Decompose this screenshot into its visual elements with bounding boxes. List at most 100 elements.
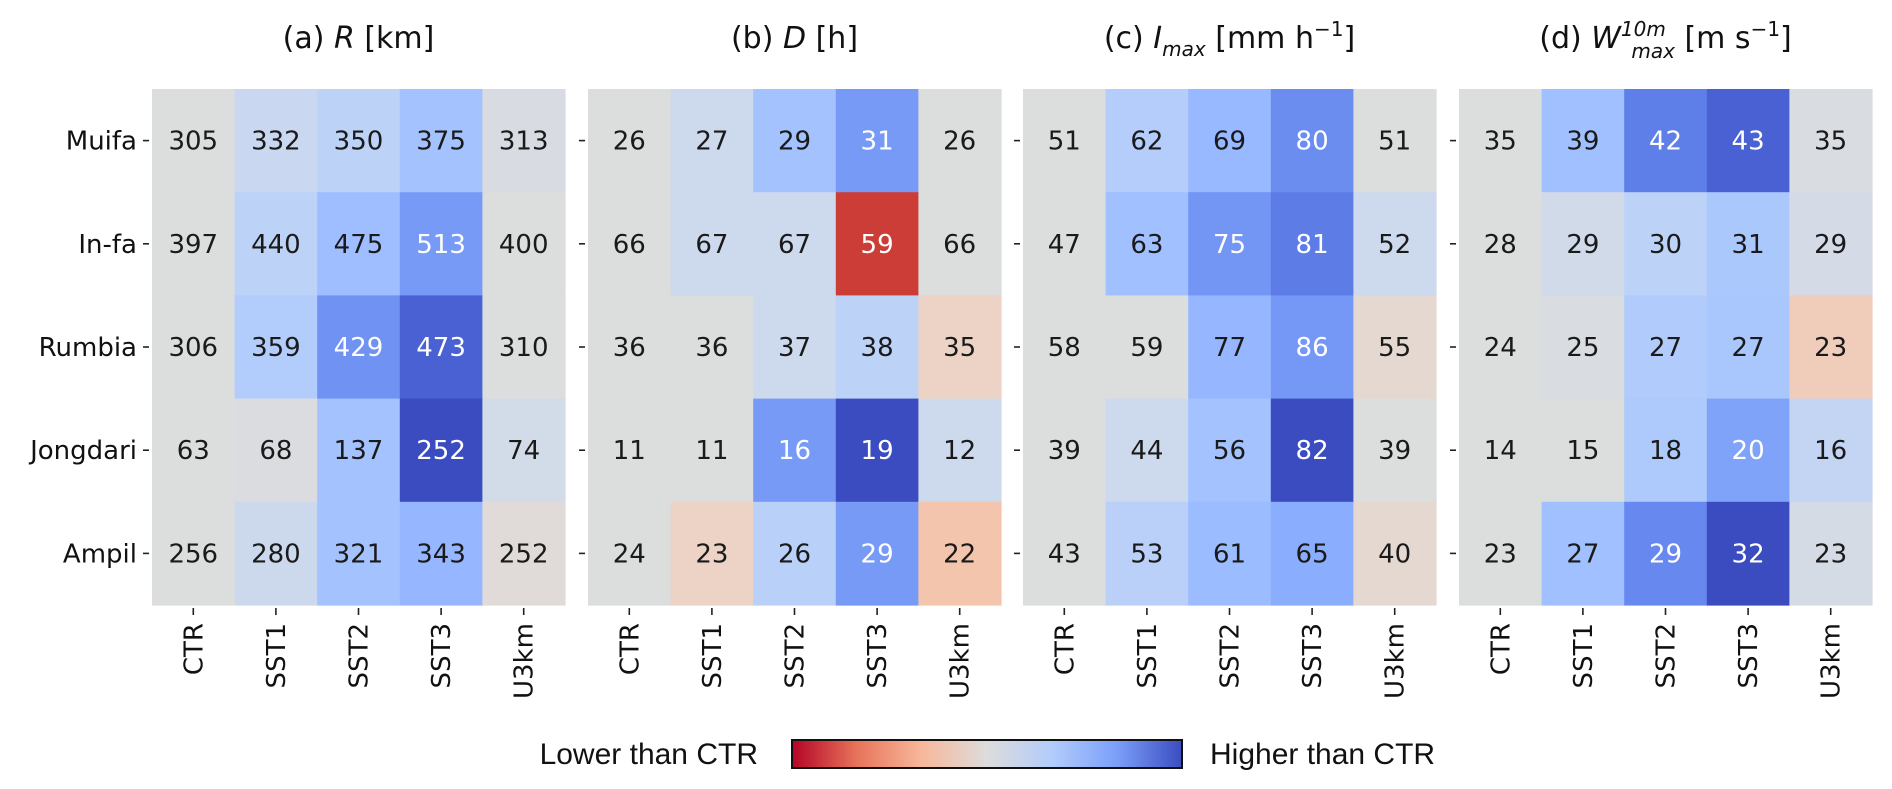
cell-value-label: 321 [334, 539, 384, 569]
column-label: U3km [510, 623, 540, 699]
panel-title-a: (a) R [km] [283, 21, 435, 56]
heatmap-cell [918, 501, 1002, 606]
cell-value-label: 400 [499, 230, 549, 260]
heatmap-cell [1541, 192, 1625, 296]
heatmap-cell [1353, 501, 1437, 606]
heatmap-cell [1459, 89, 1543, 193]
cell-value-label: 82 [1296, 436, 1329, 466]
cell-value-label: 28 [1484, 230, 1517, 260]
cell-value-label: 37 [778, 333, 811, 363]
heatmap-cell [1459, 192, 1543, 296]
cell-value-label: 58 [1048, 333, 1081, 363]
cell-value-label: 313 [499, 127, 549, 157]
colorbar-gradient [791, 739, 1183, 769]
heatmap-cell [1353, 295, 1437, 400]
cell-value-label: 256 [168, 539, 218, 569]
heatmap-cell [234, 295, 318, 400]
heatmap-cell [482, 295, 566, 400]
heatmap-cell [399, 398, 483, 503]
heatmap-cell [152, 295, 236, 400]
heatmap-cell [1541, 398, 1625, 503]
column-label: CTR [1050, 623, 1080, 675]
heatmap-cell [234, 89, 318, 193]
heatmap-cell [1188, 398, 1272, 503]
heatmap-cell [835, 398, 919, 503]
heatmap-cell [918, 295, 1002, 400]
heatmap-cell [670, 501, 754, 606]
cell-value-label: 35 [943, 333, 976, 363]
cell-value-label: 81 [1296, 230, 1329, 260]
column-label: SST2 [345, 623, 375, 688]
cell-value-label: 27 [1732, 333, 1765, 363]
row-label: Muifa [66, 127, 137, 157]
heatmap-cell [1188, 89, 1272, 193]
cell-value-label: 69 [1213, 127, 1246, 157]
heatmap-cell [1706, 89, 1790, 193]
heatmap-cell [1541, 501, 1625, 606]
cell-value-label: 44 [1130, 436, 1163, 466]
heatmap-cell [1459, 295, 1543, 400]
column-label: CTR [179, 623, 209, 675]
heatmap-cell [1789, 295, 1873, 400]
cell-value-label: 26 [943, 127, 976, 157]
cell-value-label: 61 [1213, 539, 1246, 569]
cell-value-label: 30 [1649, 230, 1682, 260]
heatmap-cell [1023, 501, 1107, 606]
heatmap-cell [1624, 501, 1708, 606]
cell-value-label: 16 [1814, 436, 1847, 466]
panel-a: (a) R [km] 305 332 350 375 313 397 440 475 513 400… [28, 21, 566, 699]
heatmap-cell [399, 501, 483, 606]
cell-value-label: 429 [334, 333, 384, 363]
heatmap-cell [1188, 295, 1272, 400]
cell-value-label: 513 [416, 230, 466, 260]
heatmap-cell [1459, 501, 1543, 606]
panel-title-c: (c) Imax [mm h−1] [1104, 17, 1355, 61]
heatmap-cell [1353, 89, 1437, 193]
heatmap-cell [152, 501, 236, 606]
cell-value-label: 306 [168, 333, 218, 363]
cell-value-label: 15 [1566, 436, 1599, 466]
heatmap-cell [918, 192, 1002, 296]
heatmap-cell [152, 192, 236, 296]
heatmap-cell [1624, 192, 1708, 296]
heatmap-cell [317, 192, 401, 296]
heatmap-cell [588, 192, 672, 296]
heatmap-cell [1706, 192, 1790, 296]
heatmap-cell [317, 398, 401, 503]
cell-value-label: 59 [861, 230, 894, 260]
column-label: SST3 [427, 623, 457, 688]
heatmap-cell [1789, 501, 1873, 606]
heatmap-cell [399, 295, 483, 400]
cell-value-label: 440 [251, 230, 301, 260]
heatmap-cell [1706, 398, 1790, 503]
cell-value-label: 252 [499, 539, 549, 569]
heatmap-cell [670, 398, 754, 503]
cell-value-label: 20 [1732, 436, 1765, 466]
cell-value-label: 75 [1213, 230, 1246, 260]
heatmap-cell [588, 89, 672, 193]
cell-value-label: 18 [1649, 436, 1682, 466]
heatmap-cell [1105, 89, 1189, 193]
cell-value-label: 67 [695, 230, 728, 260]
cell-value-label: 62 [1130, 127, 1163, 157]
heatmap-cell [1105, 295, 1189, 400]
cell-value-label: 36 [613, 333, 646, 363]
heatmap-cell [753, 501, 837, 606]
cell-value-label: 29 [861, 539, 894, 569]
column-label: U3km [946, 623, 976, 699]
cell-value-label: 63 [177, 436, 210, 466]
column-label: SST2 [781, 623, 811, 688]
row-label: In-fa [78, 230, 137, 260]
cell-value-label: 39 [1048, 436, 1081, 466]
cell-value-label: 40 [1378, 539, 1411, 569]
cell-value-label: 24 [1484, 333, 1517, 363]
heatmap-cell [482, 192, 566, 296]
cell-value-label: 24 [613, 539, 646, 569]
cell-value-label: 12 [943, 436, 976, 466]
heatmap-cell [317, 295, 401, 400]
cell-value-label: 55 [1378, 333, 1411, 363]
cell-value-label: 375 [416, 127, 466, 157]
heatmap-cell [670, 295, 754, 400]
heatmap-cell [234, 398, 318, 503]
heatmap-cell [1270, 89, 1354, 193]
